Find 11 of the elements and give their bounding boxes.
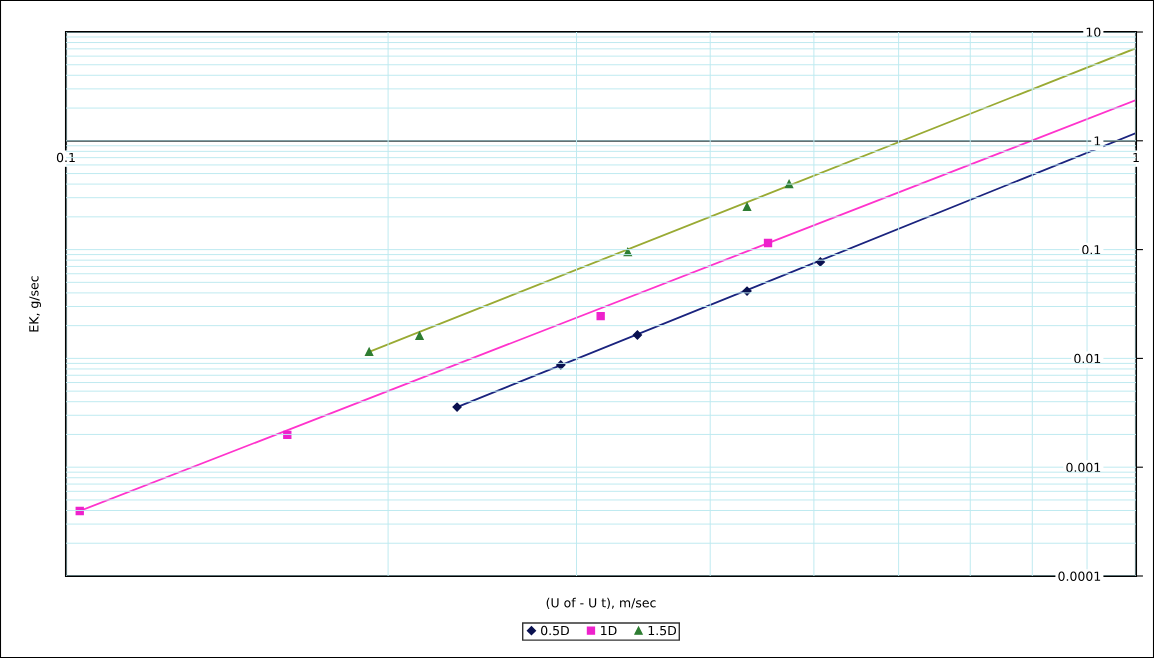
- x-axis-title: (U of - U t), m/sec: [546, 597, 656, 609]
- legend-label: 0.5D: [541, 625, 569, 636]
- y-tick-label: 0.001: [1066, 462, 1101, 473]
- y-tick-label: 10: [1086, 27, 1101, 37]
- legend-label: 1.5D: [648, 625, 677, 636]
- y-tick-label: 0.0001: [1058, 571, 1101, 581]
- y-tick-label: 1: [1094, 136, 1101, 146]
- y-tick-label: 0.01: [1074, 353, 1101, 364]
- legend-label: 1D: [601, 625, 617, 636]
- y-axis-title: EK, g/sec: [29, 276, 41, 332]
- y-tick-label: 0.1: [1082, 245, 1101, 255]
